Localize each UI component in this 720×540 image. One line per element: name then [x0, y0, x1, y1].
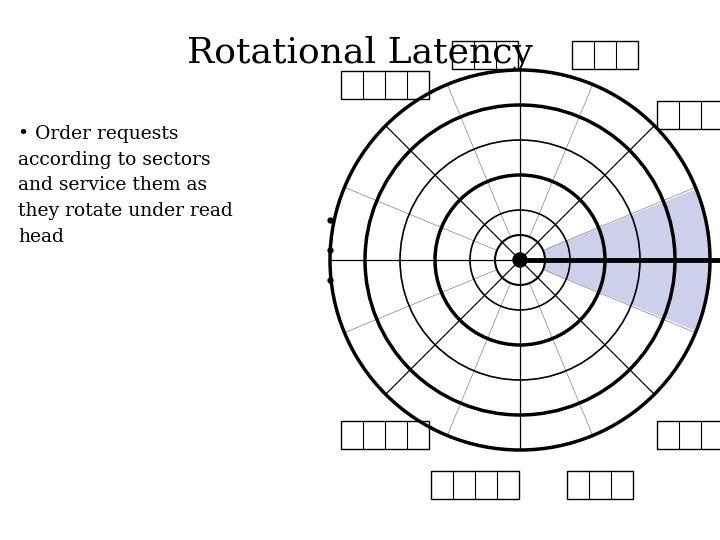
Wedge shape [543, 241, 570, 279]
Bar [657, 101, 720, 129]
Text: • Order requests
according to sectors
and service them as
they rotate under read: • Order requests according to sectors an… [18, 125, 233, 246]
Text: Rotational Latency: Rotational Latency [187, 35, 533, 70]
Wedge shape [631, 202, 675, 318]
Bar [567, 471, 633, 499]
Bar [452, 41, 518, 69]
Wedge shape [664, 189, 710, 331]
Bar [341, 71, 429, 99]
Wedge shape [567, 228, 605, 292]
Bar [657, 421, 720, 449]
Bar [572, 41, 638, 69]
Bar [431, 471, 519, 499]
Circle shape [513, 253, 527, 267]
Bar [341, 421, 429, 449]
Wedge shape [599, 215, 640, 305]
